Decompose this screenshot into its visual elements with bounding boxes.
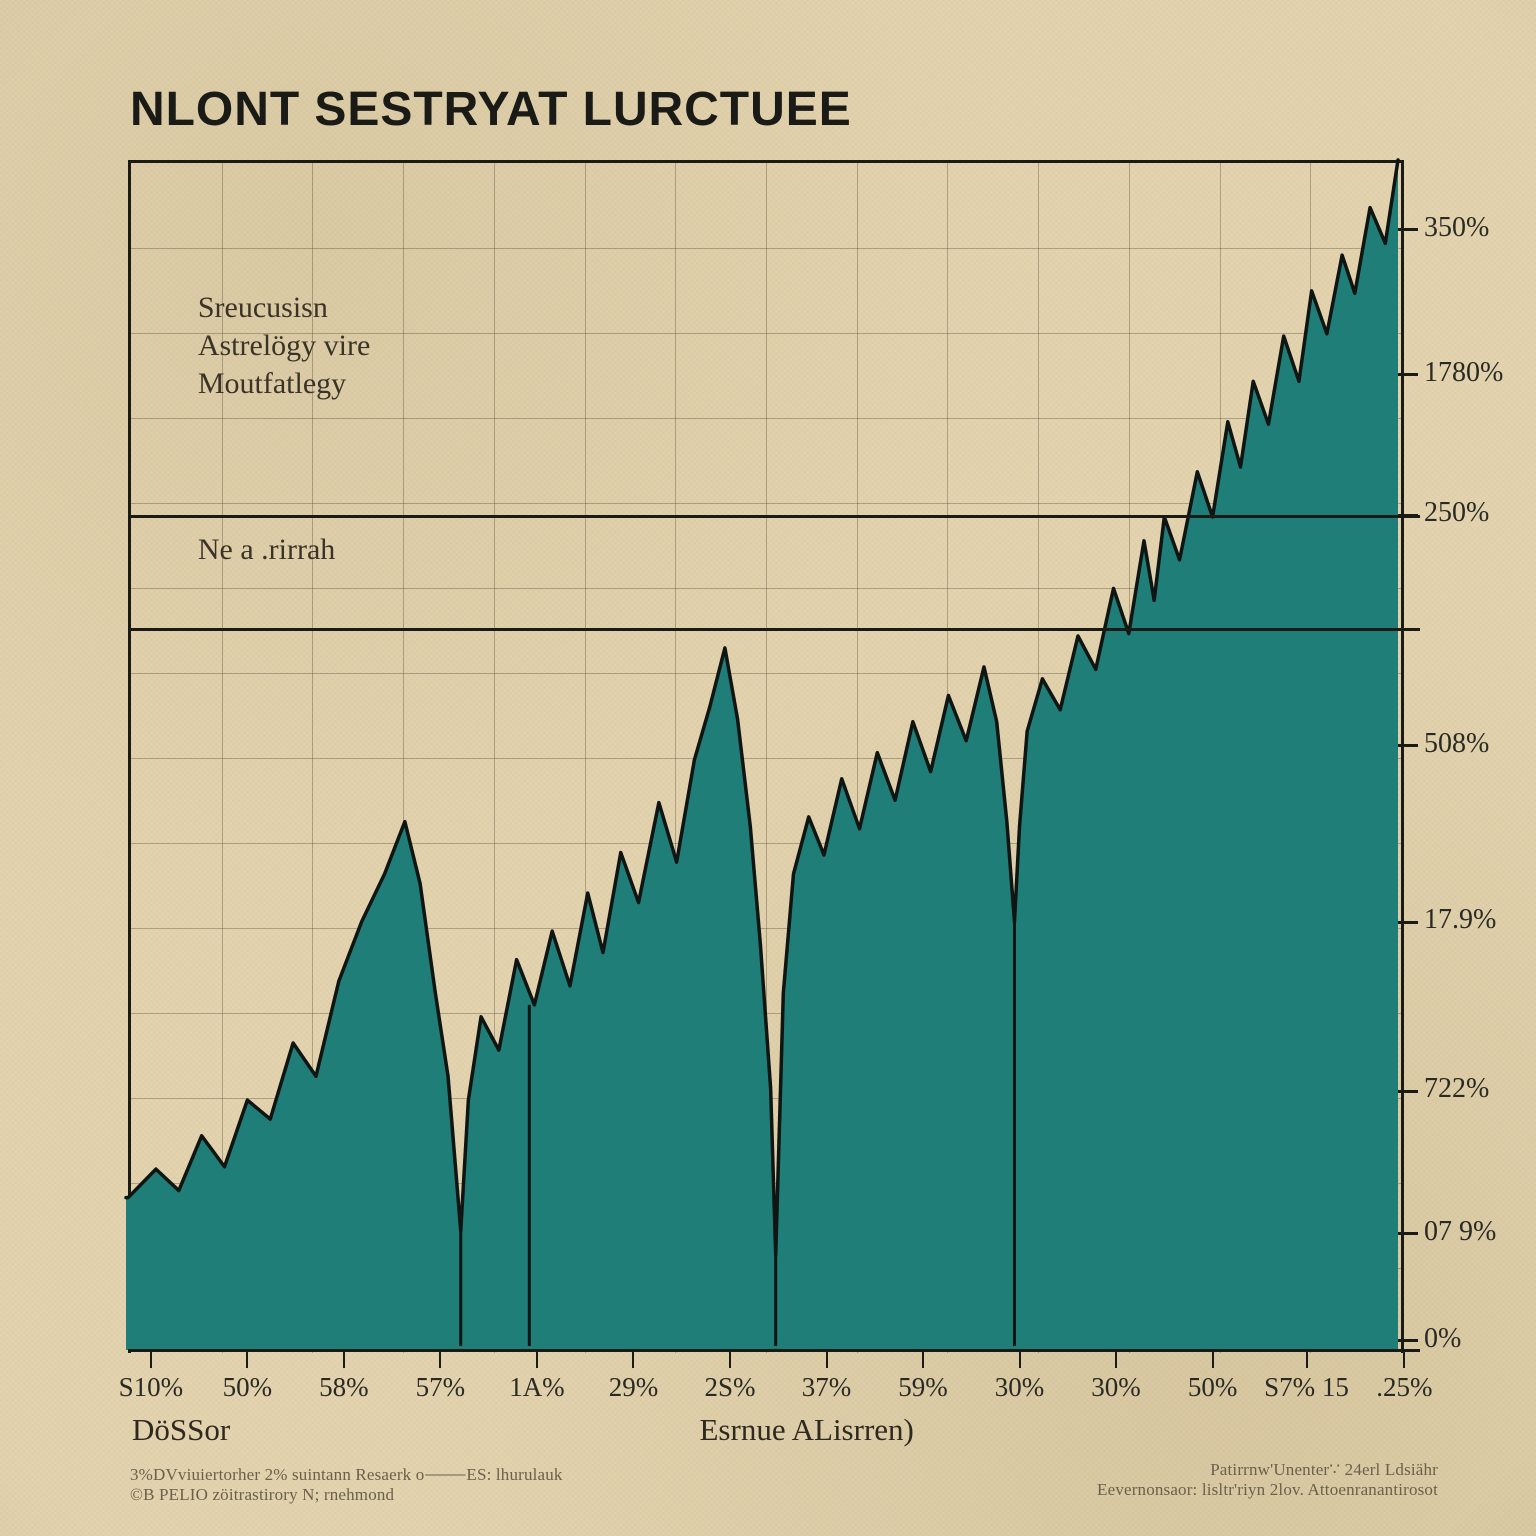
xtick-label: 30% — [995, 1372, 1045, 1403]
ytick-mark — [1398, 1090, 1418, 1093]
xtick-mark — [1306, 1350, 1308, 1368]
ytick-label: 0% — [1424, 1323, 1461, 1355]
ytick-mark — [1398, 228, 1418, 231]
ytick-label: 508% — [1424, 728, 1489, 760]
xtick-label: 59% — [898, 1372, 948, 1403]
xtick-label: 58% — [319, 1372, 369, 1403]
footnote-line: 3%DVviuiertorher 2% suintann Resaerk o⸻E… — [130, 1460, 563, 1485]
xtick-mark — [729, 1350, 731, 1368]
footnote-line: Eevernonsaor: lisltr'riyn 2lov. Attoenra… — [1097, 1480, 1438, 1500]
footnote-left: 3%DVviuiertorher 2% suintann Resaerk o⸻E… — [130, 1460, 563, 1505]
xtick-mark — [1212, 1350, 1214, 1368]
xtick-label: 2S% — [704, 1372, 755, 1403]
xtick-mark — [826, 1350, 828, 1368]
legend-line: Moutfatlegy — [198, 365, 370, 403]
xtick-label: 37% — [802, 1372, 852, 1403]
xtick-mark — [439, 1350, 441, 1368]
xtick-label: 50% — [1188, 1372, 1238, 1403]
ytick-label: 722% — [1424, 1073, 1489, 1105]
ytick-label: 350% — [1424, 212, 1489, 244]
xtick-label: .25% — [1376, 1372, 1432, 1403]
ytick-mark — [1398, 1339, 1418, 1342]
ytick-label: 17.9% — [1424, 904, 1496, 936]
xtick-mark — [1403, 1350, 1405, 1368]
footnote-line: Patirrnw'Unenter∵ 24erl Ldsiähr — [1097, 1460, 1438, 1480]
x-axis-left-label: DöSSor — [132, 1412, 230, 1448]
ytick-mark — [1398, 514, 1418, 517]
xtick-mark — [343, 1350, 345, 1368]
xtick-label: 30% — [1091, 1372, 1141, 1403]
xtick-label: 57% — [416, 1372, 466, 1403]
ytick-mark — [1398, 744, 1418, 747]
reference-hline — [128, 515, 1420, 518]
ytick-mark — [1398, 373, 1418, 376]
xtick-label: S10% — [119, 1372, 184, 1403]
ytick-label: 07 9% — [1424, 1216, 1496, 1248]
x-axis-baseline — [128, 1349, 1420, 1352]
footnote-right: Patirrnw'Unenter∵ 24erl LdsiährEevernons… — [1097, 1460, 1438, 1500]
ytick-mark — [1398, 921, 1418, 924]
xtick-mark — [922, 1350, 924, 1368]
xtick-mark — [1115, 1350, 1117, 1368]
xtick-label: S7% 15 — [1264, 1372, 1349, 1403]
xtick-mark — [632, 1350, 634, 1368]
xtick-label: 1A% — [509, 1372, 565, 1403]
reference-hline — [128, 628, 1420, 631]
xtick-mark — [1019, 1350, 1021, 1368]
ytick-label: 1780% — [1424, 357, 1503, 389]
xtick-mark — [150, 1350, 152, 1368]
x-axis-center-label: Esrnue ALisrren) — [700, 1412, 914, 1448]
ytick-mark — [1398, 1232, 1418, 1235]
legend-lower: Ne a .rirrah — [198, 531, 335, 569]
xtick-label: 50% — [223, 1372, 273, 1403]
chart-title: NLONT SESTRYAT LURCTUEE — [130, 82, 852, 137]
xtick-label: 29% — [609, 1372, 659, 1403]
legend-line: Sreucusisn — [198, 289, 370, 327]
xtick-mark — [246, 1350, 248, 1368]
legend-upper: SreucusisnAstrelögy vireMoutfatlegy — [198, 289, 370, 404]
legend-line: Astrelögy vire — [198, 327, 370, 365]
xtick-mark — [536, 1350, 538, 1368]
ytick-label: 250% — [1424, 497, 1489, 529]
footnote-line: ©B PELIO zöitrastirory N; rnehmond — [130, 1485, 563, 1505]
